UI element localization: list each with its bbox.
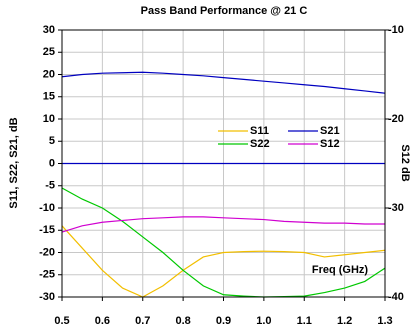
x-tick-label: 0.5 bbox=[54, 315, 69, 327]
x-tick-label: 0.9 bbox=[216, 315, 231, 327]
y-tick-label: 10 bbox=[43, 113, 55, 125]
y-tick-label: 15 bbox=[43, 91, 55, 103]
y-tick-label: 30 bbox=[43, 24, 55, 36]
y-tick-label: 20 bbox=[43, 68, 55, 80]
legend-label: S12 bbox=[320, 138, 340, 150]
series-line bbox=[61, 225, 386, 298]
y2-tick-label: -30 bbox=[388, 202, 404, 214]
annotation: Freq (GHz) bbox=[312, 264, 369, 276]
series-line bbox=[61, 216, 385, 233]
y2-tick-label: -40 bbox=[388, 291, 404, 303]
y-tick-label: 5 bbox=[49, 135, 55, 147]
x-tick-label: 0.8 bbox=[175, 315, 190, 327]
x-tick-label: 1.1 bbox=[297, 315, 312, 327]
y-tick-label: -25 bbox=[39, 269, 55, 281]
y-tick-label: 0 bbox=[49, 157, 55, 169]
x-tick-label: 0.7 bbox=[135, 315, 150, 327]
y-tick-label: -10 bbox=[39, 202, 55, 214]
y2-tick-label: -10 bbox=[388, 24, 404, 36]
x-tick-label: 1.2 bbox=[337, 315, 352, 327]
legend-label: S22 bbox=[250, 138, 270, 150]
y-tick-label: -15 bbox=[39, 224, 55, 236]
y-tick-label: -20 bbox=[39, 246, 55, 258]
y-tick-label: 25 bbox=[43, 46, 55, 58]
y-tick-label: -5 bbox=[45, 180, 55, 192]
series-line bbox=[61, 71, 386, 94]
y2-axis-label: S12 dB bbox=[399, 144, 411, 181]
series-line bbox=[61, 187, 386, 298]
y-tick-label: -30 bbox=[39, 291, 55, 303]
x-tick-label: 1.3 bbox=[377, 315, 392, 327]
y2-tick-label: -20 bbox=[388, 113, 404, 125]
y-axis-label: S11, S22, S21, dB bbox=[8, 117, 20, 208]
chart-title: Pass Band Performance @ 21 C bbox=[141, 5, 308, 17]
plot-border bbox=[61, 29, 386, 298]
legend-label: S21 bbox=[320, 125, 340, 137]
legend-label: S11 bbox=[250, 125, 269, 137]
x-tick-label: 0.6 bbox=[95, 315, 110, 327]
x-tick-label: 1.0 bbox=[256, 315, 271, 327]
